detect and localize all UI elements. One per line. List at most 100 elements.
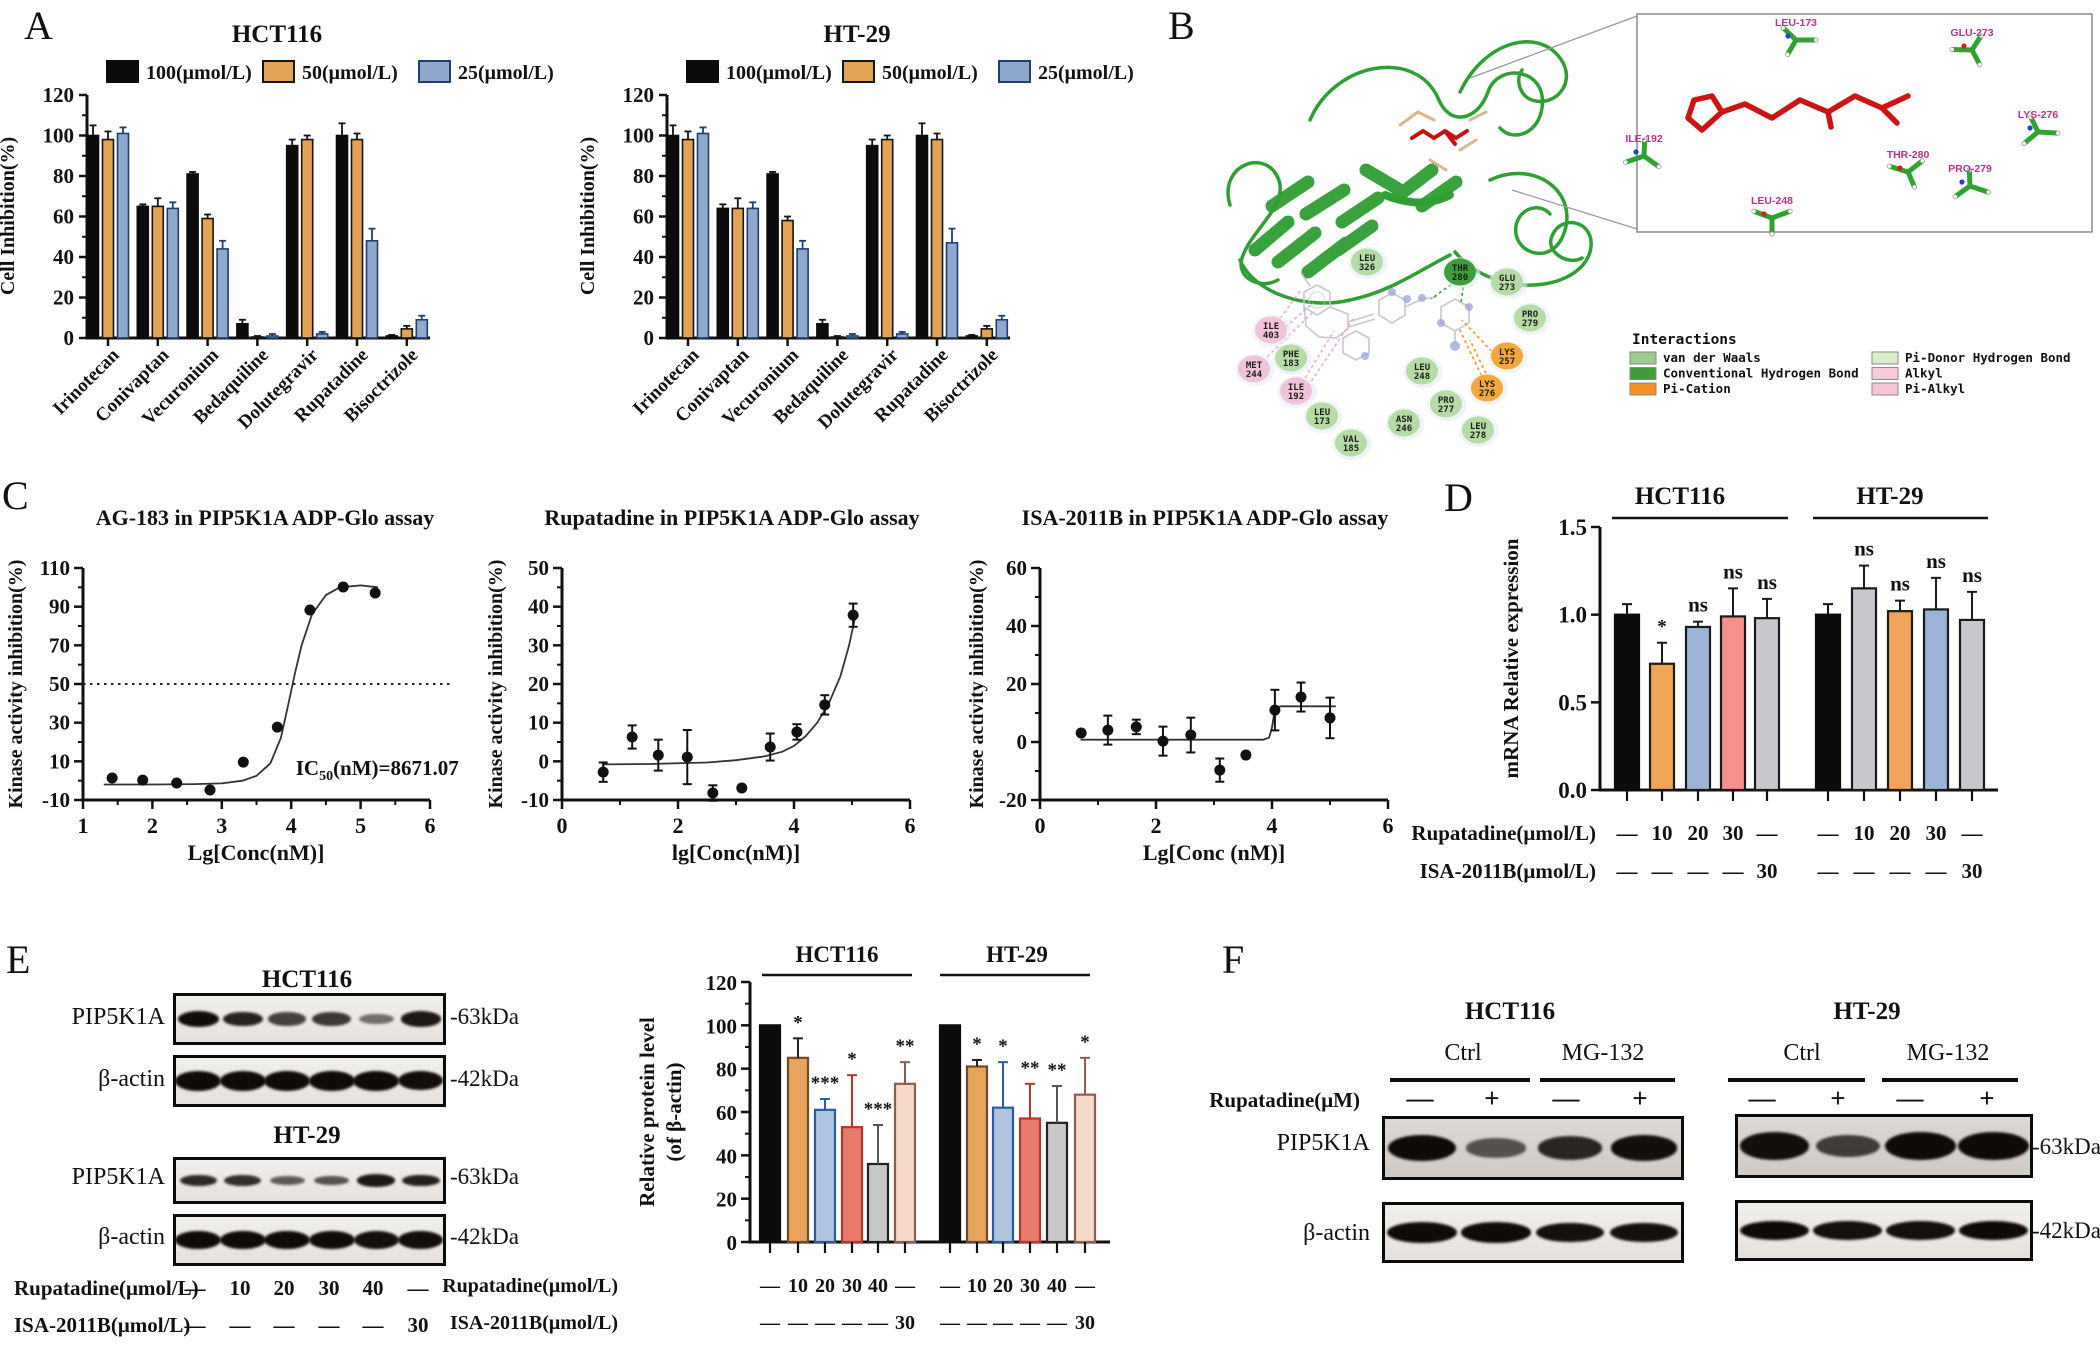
svg-text:20: 20 bbox=[633, 286, 654, 310]
treatment-symbol: + bbox=[1632, 1083, 1648, 1113]
protein-band bbox=[264, 1071, 311, 1091]
protein-band bbox=[179, 1174, 217, 1187]
svg-text:HT-29: HT-29 bbox=[823, 21, 890, 48]
data-point bbox=[1185, 729, 1197, 741]
western-blot-panel-e: HCT116 PIP5K1A -63kDa β-actin -42kDa HT-… bbox=[0, 930, 630, 1354]
bar bbox=[315, 333, 329, 339]
svg-text:30: 30 bbox=[1723, 821, 1744, 845]
protein-band bbox=[1466, 1138, 1526, 1158]
svg-text:50: 50 bbox=[49, 672, 70, 696]
svg-text:30: 30 bbox=[1926, 821, 1947, 845]
svg-text:—: — bbox=[1889, 859, 1912, 883]
bar bbox=[995, 318, 1009, 339]
svg-text:lg[Conc(nM)]: lg[Conc(nM)] bbox=[672, 840, 800, 865]
svg-text:—: — bbox=[1853, 859, 1876, 883]
svg-text:Kinase activity inhibition(%): Kinase activity inhibition(%) bbox=[5, 560, 27, 809]
dose-value: — bbox=[273, 1313, 295, 1337]
svg-text:100(μmol/L): 100(μmol/L) bbox=[146, 62, 252, 84]
svg-text:—: — bbox=[1616, 821, 1639, 845]
svg-text:30: 30 bbox=[528, 633, 549, 657]
binding-pocket-detail: LEU-173 GLU-273 LYS-276 THR-280 PRO-279 LEU-2… bbox=[1623, 17, 2061, 237]
svg-text:ns: ns bbox=[1854, 537, 1874, 561]
svg-text:HT-29: HT-29 bbox=[1856, 483, 1923, 510]
protein-band bbox=[312, 1012, 352, 1026]
protein-band bbox=[175, 1230, 222, 1250]
svg-text:—: — bbox=[1756, 821, 1779, 845]
svg-text:10: 10 bbox=[49, 749, 70, 773]
blot-image bbox=[1382, 1202, 1684, 1263]
protein-band bbox=[398, 1231, 444, 1249]
svg-text:40: 40 bbox=[53, 245, 74, 269]
svg-text:60: 60 bbox=[633, 205, 654, 229]
bar bbox=[251, 336, 264, 339]
bar bbox=[840, 1126, 864, 1244]
dose-value: — bbox=[362, 1313, 384, 1337]
protein-band bbox=[358, 1013, 394, 1025]
ligand-2d-skeleton bbox=[1300, 272, 1470, 361]
data-point bbox=[369, 587, 381, 599]
data-point bbox=[171, 777, 183, 789]
svg-text:100: 100 bbox=[43, 124, 75, 148]
nitrogen-atoms bbox=[1361, 288, 1473, 360]
protein-band bbox=[264, 1230, 311, 1250]
svg-text:30: 30 bbox=[842, 1275, 862, 1297]
panel-label-a: A bbox=[24, 3, 53, 48]
bar bbox=[766, 173, 779, 339]
svg-text:20: 20 bbox=[528, 672, 549, 696]
svg-text:—: — bbox=[1817, 821, 1840, 845]
bar bbox=[746, 207, 760, 339]
mw-marker: -42kDa bbox=[450, 1066, 519, 1091]
protein-band bbox=[269, 1175, 305, 1186]
dose-value: 30 bbox=[407, 1313, 429, 1337]
bar bbox=[816, 323, 829, 339]
bar bbox=[893, 1082, 917, 1244]
svg-text:25(μmol/L): 25(μmol/L) bbox=[458, 62, 554, 84]
protein-band bbox=[308, 1071, 355, 1091]
svg-text:0: 0 bbox=[539, 749, 550, 773]
svg-text:—: — bbox=[1046, 1312, 1068, 1334]
pocket-residue: LEU-173 bbox=[1775, 17, 1819, 58]
data-point bbox=[819, 699, 831, 711]
protein-band bbox=[1609, 1222, 1679, 1243]
protein-band bbox=[353, 1071, 400, 1091]
protein-band bbox=[268, 1012, 307, 1026]
svg-text:70: 70 bbox=[49, 633, 70, 657]
protein-band bbox=[1610, 1135, 1678, 1161]
svg-text:(of β-actin): (of β-actin) bbox=[662, 1062, 686, 1161]
bar bbox=[666, 134, 680, 339]
data-point bbox=[304, 604, 316, 616]
protein-band bbox=[219, 1230, 266, 1250]
svg-text:1.5: 1.5 bbox=[1558, 515, 1587, 540]
svg-text:*: * bbox=[972, 1034, 982, 1055]
data-point bbox=[597, 766, 609, 778]
bar bbox=[385, 335, 399, 339]
blot-image bbox=[173, 1055, 446, 1107]
svg-text:ISA-2011B(μmol/L): ISA-2011B(μmol/L) bbox=[450, 1312, 618, 1334]
protein-band bbox=[398, 1071, 444, 1091]
svg-text:4: 4 bbox=[1267, 813, 1278, 838]
dose-row-label: Rupatadine(μmol/L) bbox=[14, 1276, 199, 1300]
bar bbox=[681, 138, 695, 339]
protein-band bbox=[1387, 1134, 1457, 1162]
residue-bubble: PRO 277 bbox=[1427, 389, 1467, 421]
svg-text:Interactions: Interactions bbox=[1632, 332, 1737, 348]
data-point bbox=[1240, 749, 1252, 761]
svg-text:van der Waals: van der Waals bbox=[1663, 350, 1761, 365]
panel-label-d: D bbox=[1444, 475, 1473, 520]
svg-text:IC50(nM)=8671.07: IC50(nM)=8671.07 bbox=[296, 756, 459, 784]
bar bbox=[731, 207, 745, 339]
svg-text:10: 10 bbox=[1652, 821, 1673, 845]
bar bbox=[101, 138, 115, 339]
svg-text:Conventional Hydrogen Bond: Conventional Hydrogen Bond bbox=[1663, 366, 1859, 381]
bar bbox=[186, 173, 199, 339]
svg-text:ILE-192: ILE-192 bbox=[1625, 133, 1663, 145]
data-point bbox=[1075, 727, 1087, 739]
bar bbox=[1719, 615, 1747, 792]
residue-bubble: MET 244 bbox=[1235, 354, 1275, 386]
dose-value: — bbox=[407, 1276, 429, 1300]
